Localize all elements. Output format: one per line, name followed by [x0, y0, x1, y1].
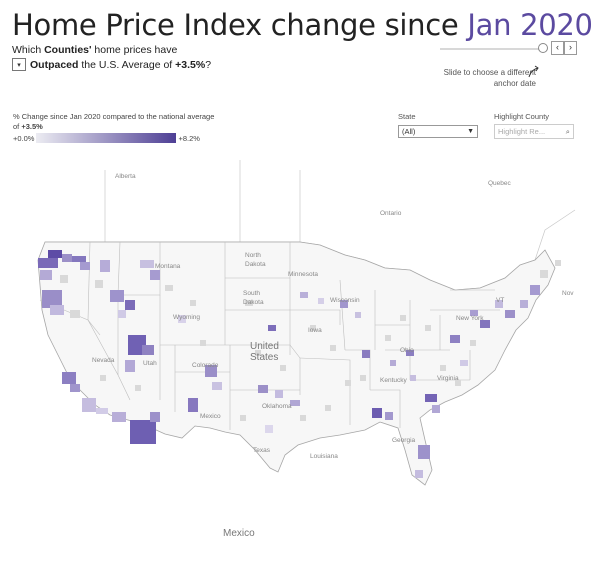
label-south-dakota-2: Dakota — [243, 299, 264, 306]
question-line1-pre: Which — [12, 44, 45, 56]
county-filter-label: Highlight County — [494, 112, 550, 121]
label-iowa: Iowa — [308, 327, 322, 334]
label-utah: Utah — [143, 360, 157, 367]
label-kentucky: Kentucky — [380, 377, 407, 384]
question-text: Which Counties' home prices have ▾ Outpa… — [12, 44, 211, 71]
title-prefix: Home Price Index change since — [12, 8, 468, 42]
slider-hint: Slide to choose a different anchor date — [443, 68, 536, 88]
label-georgia: Georgia — [392, 437, 416, 444]
legend-gradient — [36, 133, 177, 143]
label-alberta: Alberta — [115, 173, 136, 180]
label-north-dakota-2: Dakota — [245, 261, 266, 268]
page-title: Home Price Index change since Jan 2020 — [12, 8, 593, 42]
label-united-states-2: States — [250, 352, 278, 363]
previous-date-button[interactable]: ‹ — [551, 41, 564, 55]
county-shading — [60, 260, 561, 421]
color-legend: % Change since Jan 2020 compared to the … — [13, 112, 218, 143]
label-montana: Montana — [155, 263, 181, 270]
comparison-dropdown[interactable]: ▾ — [12, 58, 26, 71]
label-texas: Texas — [253, 447, 271, 454]
county-highlights[interactable] — [38, 250, 540, 478]
label-new-york: New York — [456, 315, 484, 322]
label-oklahoma: Oklahoma — [262, 403, 292, 410]
label-united-states-1: United — [250, 341, 279, 352]
label-minnesota: Minnesota — [288, 271, 318, 278]
legend-max: +8.2% — [178, 133, 200, 143]
label-ontario: Ontario — [380, 210, 402, 217]
label-vermont: VT — [496, 297, 504, 304]
chevron-down-icon: ▼ — [467, 128, 474, 135]
title-anchor-date: Jan 2020 — [467, 8, 593, 42]
highlight-county-input[interactable]: Highlight Re... ⌕ — [494, 124, 574, 139]
slider-track[interactable] — [440, 48, 540, 50]
label-virginia: Virginia — [437, 375, 459, 382]
question-line2-mid: the U.S. Average of — [78, 58, 176, 71]
national-average-value: +3.5% — [175, 58, 206, 71]
county-map[interactable]: Alberta Quebec Ontario North Dakota Sout… — [0, 150, 600, 582]
question-line1-post: home prices have — [91, 44, 178, 56]
search-icon: ⌕ — [565, 126, 570, 136]
next-date-button[interactable]: › — [564, 41, 577, 55]
state-filter-label: State — [398, 112, 416, 121]
label-colorado: Colorado — [192, 362, 219, 369]
state-select[interactable]: (All) ▼ — [398, 125, 478, 138]
state-selected-value: (All) — [402, 127, 416, 136]
label-south-dakota-1: South — [243, 290, 260, 297]
legend-description: % Change since Jan 2020 compared to the … — [13, 112, 215, 131]
anchor-date-slider[interactable]: ‹ › — [440, 41, 580, 57]
label-louisiana: Louisiana — [310, 453, 338, 460]
slider-handle[interactable] — [538, 43, 548, 53]
comparison-mode-label: Outpaced — [30, 58, 79, 71]
question-line2-end: ? — [205, 58, 212, 71]
label-wisconsin: Wisconsin — [330, 297, 360, 304]
label-nevada: Nevada — [92, 357, 115, 364]
label-mexico-state: Mexico — [200, 413, 221, 420]
label-north-dakota-1: North — [245, 252, 261, 259]
label-mexico: Mexico — [223, 528, 255, 539]
label-quebec: Quebec — [488, 180, 512, 187]
legend-average: +3.5% — [21, 122, 43, 131]
label-nova-scotia: Nov — [562, 290, 574, 297]
curved-arrow-icon — [528, 65, 539, 78]
label-wyoming: Wyoming — [173, 314, 200, 321]
county-placeholder: Highlight Re... — [498, 127, 546, 136]
label-ohio: Ohio — [400, 347, 414, 354]
question-line1-bold: Counties' — [44, 44, 92, 56]
legend-min: +0.0% — [13, 133, 35, 143]
